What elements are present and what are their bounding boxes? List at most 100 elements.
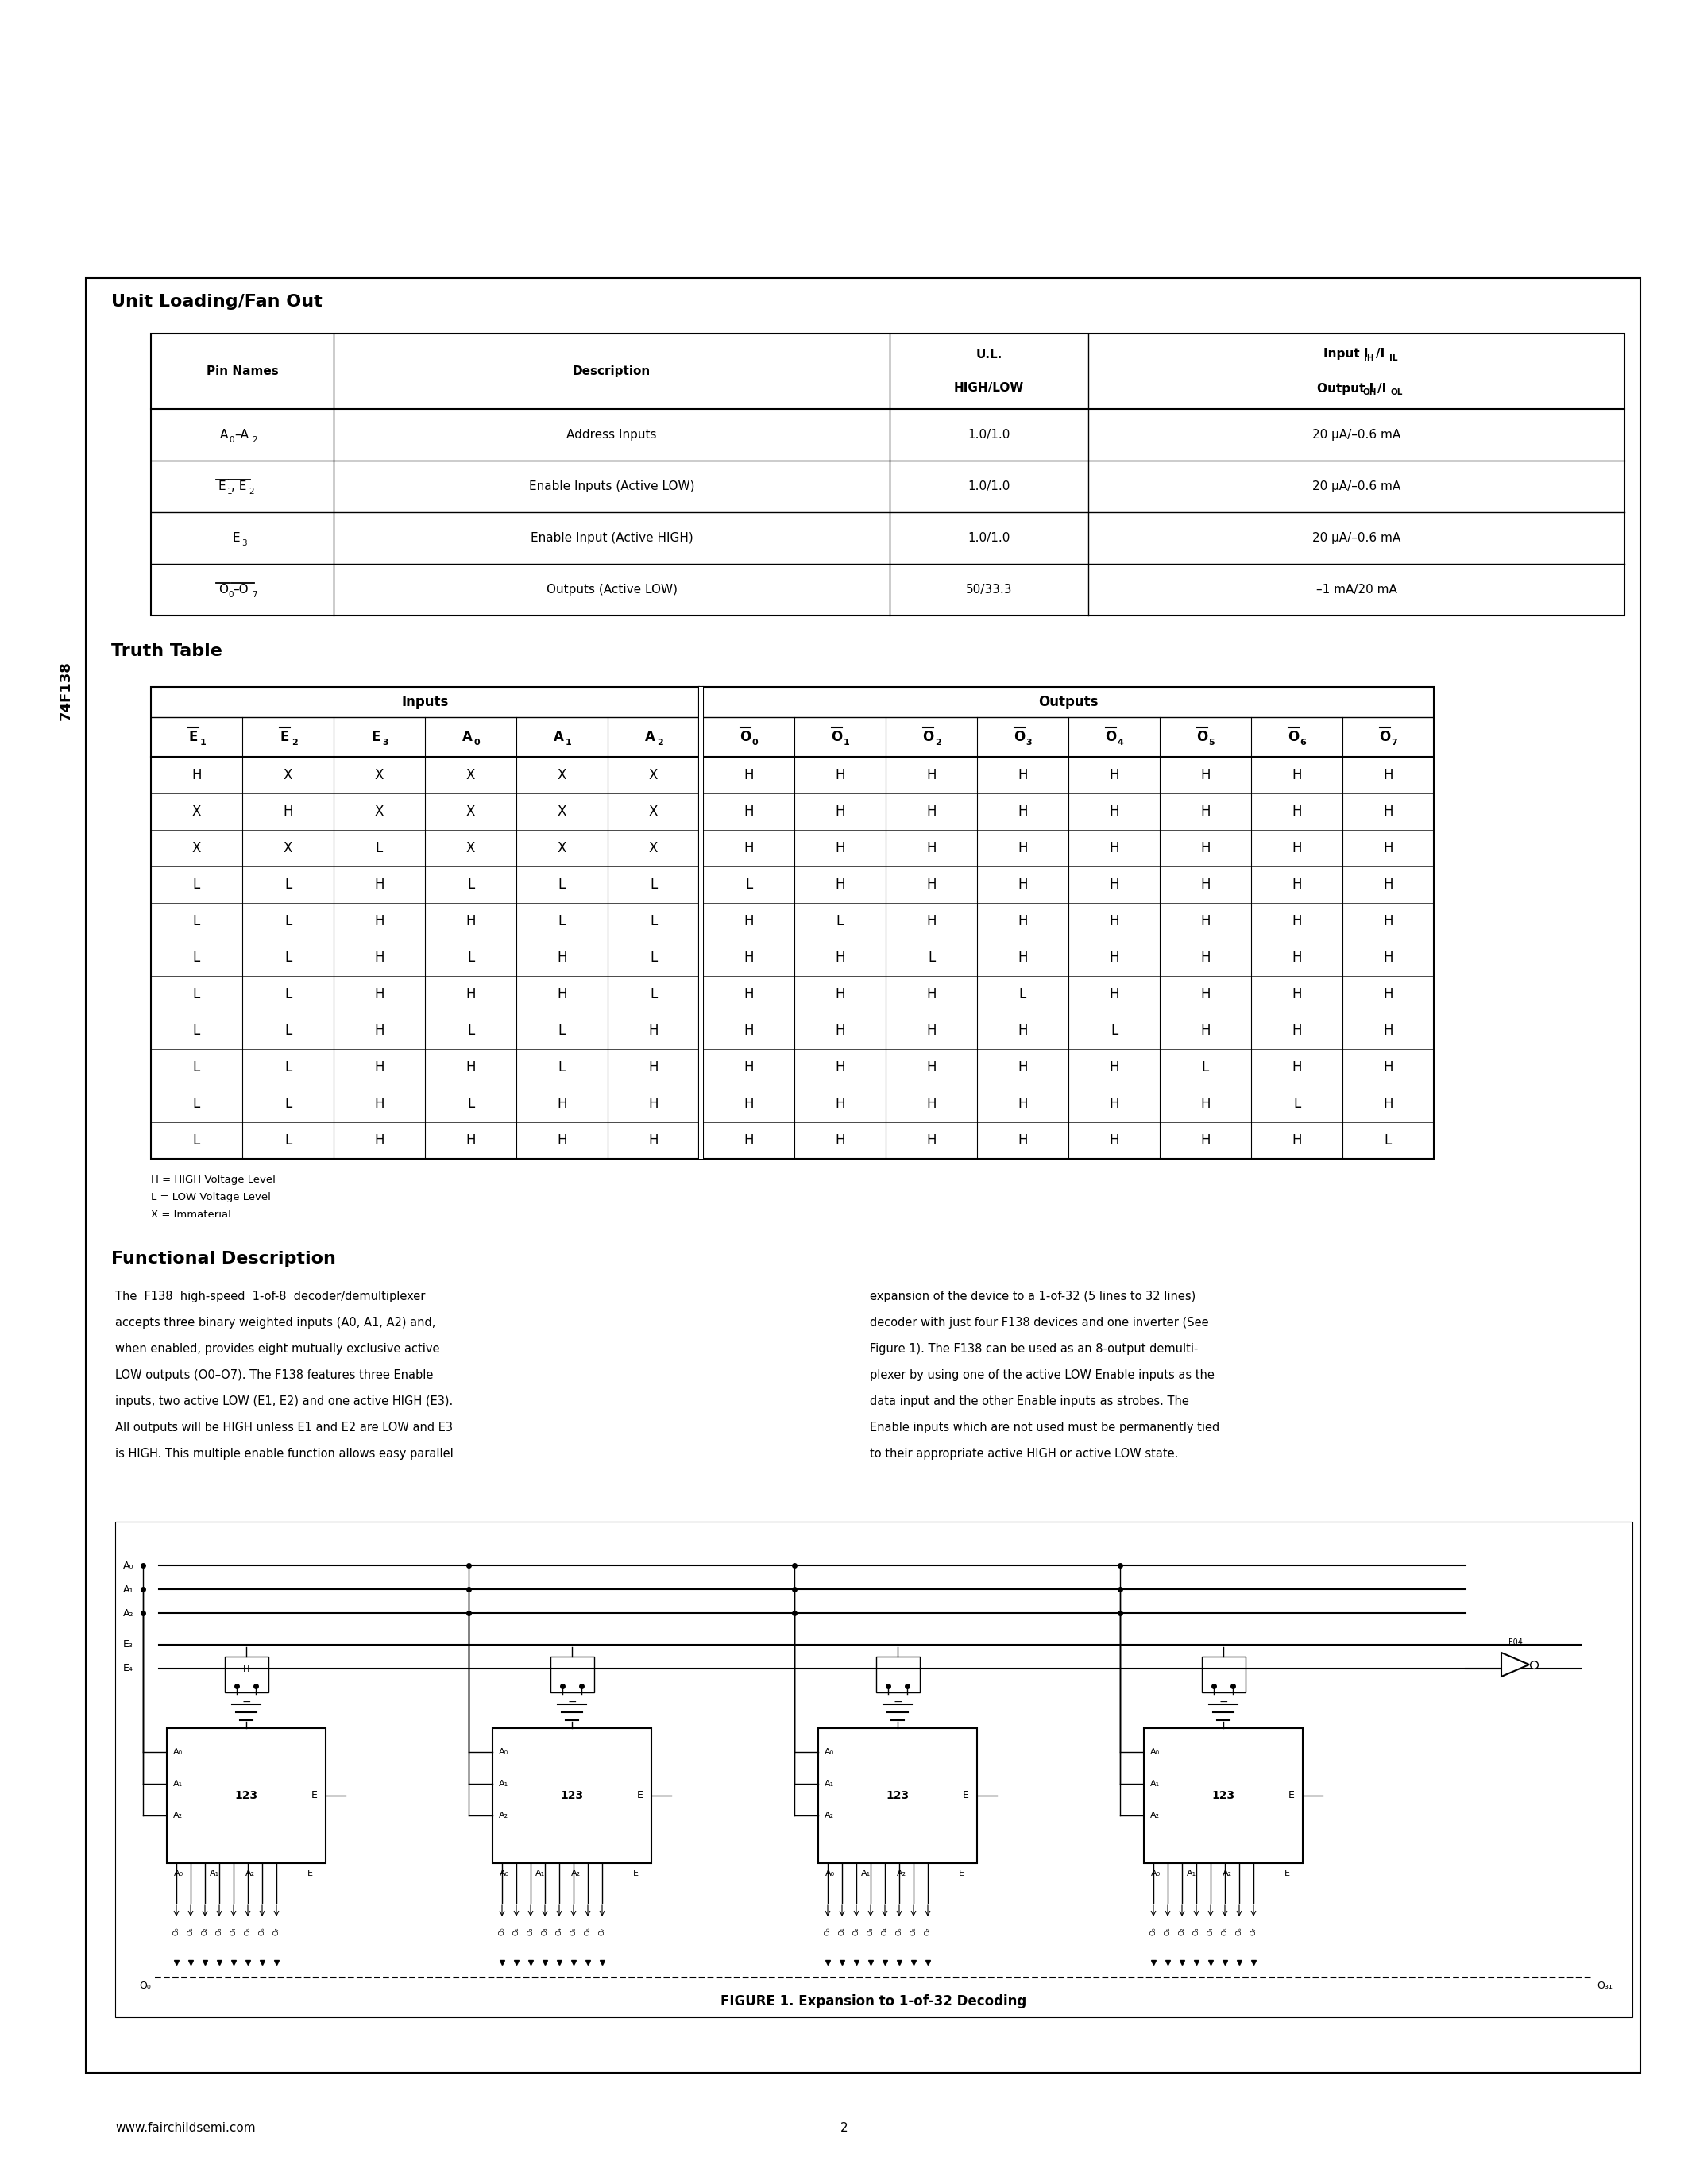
Text: H: H — [375, 1133, 385, 1147]
Text: H: H — [1200, 1024, 1210, 1037]
Text: E: E — [1288, 1791, 1295, 1802]
Text: L: L — [284, 1096, 292, 1112]
Text: 1.0/1.0: 1.0/1.0 — [967, 533, 1009, 544]
Text: A₁: A₁ — [209, 1870, 219, 1878]
Text: X: X — [648, 804, 658, 819]
Text: A: A — [463, 729, 473, 745]
Text: H: H — [1018, 1059, 1028, 1075]
Text: =: = — [241, 1699, 252, 1710]
Text: E: E — [218, 480, 226, 491]
Text: E: E — [280, 729, 289, 745]
Text: A₀: A₀ — [824, 1747, 834, 1756]
Text: H: H — [1382, 804, 1393, 819]
Text: O₁: O₁ — [513, 1926, 520, 1935]
Text: L: L — [559, 878, 565, 891]
Text: L: L — [192, 915, 201, 928]
Text: L: L — [650, 950, 657, 965]
Text: H: H — [1109, 841, 1119, 856]
Text: H: H — [744, 841, 753, 856]
Text: H: H — [375, 915, 385, 928]
Text: OL: OL — [1391, 389, 1403, 397]
Text: H: H — [192, 769, 201, 782]
Text: H: H — [927, 1133, 937, 1147]
Bar — [1202, 1658, 1246, 1693]
Text: OH: OH — [1362, 389, 1377, 397]
Text: E: E — [189, 729, 197, 745]
Text: H: H — [1109, 950, 1119, 965]
Text: H: H — [836, 769, 846, 782]
Polygon shape — [1501, 1653, 1529, 1677]
Text: 4: 4 — [1117, 738, 1124, 747]
Text: H: H — [744, 804, 753, 819]
Text: H: H — [1018, 804, 1028, 819]
Text: O₁: O₁ — [187, 1926, 194, 1935]
Text: Truth Table: Truth Table — [111, 644, 223, 660]
Text: X: X — [375, 769, 383, 782]
Text: 7: 7 — [1391, 738, 1398, 747]
Text: O₂: O₂ — [1178, 1926, 1185, 1935]
Text: X: X — [557, 769, 567, 782]
Text: to their appropriate active HIGH or active LOW state.: to their appropriate active HIGH or acti… — [869, 1448, 1178, 1459]
Text: L: L — [192, 950, 201, 965]
Text: Address Inputs: Address Inputs — [567, 428, 657, 441]
Text: O₄: O₄ — [230, 1926, 236, 1935]
Text: A₁: A₁ — [174, 1780, 182, 1789]
Text: 1.0/1.0: 1.0/1.0 — [967, 428, 1009, 441]
Text: A₂: A₂ — [174, 1811, 182, 1819]
Text: L: L — [928, 950, 935, 965]
Bar — [493, 1728, 652, 1863]
Text: H: H — [1018, 841, 1028, 856]
Text: H: H — [836, 1096, 846, 1112]
Text: L: L — [1293, 1096, 1300, 1112]
Text: H: H — [1200, 1096, 1210, 1112]
Text: H: H — [375, 1024, 385, 1037]
Text: O₀: O₀ — [172, 1926, 181, 1935]
Text: H: H — [1291, 841, 1301, 856]
Text: E: E — [962, 1791, 969, 1802]
Text: H: H — [375, 987, 385, 1002]
Text: L: L — [559, 1024, 565, 1037]
Text: L: L — [1202, 1059, 1209, 1075]
Text: A₁: A₁ — [1150, 1780, 1160, 1789]
Text: 123: 123 — [560, 1791, 584, 1802]
Text: H: H — [375, 1059, 385, 1075]
Text: H: H — [1200, 915, 1210, 928]
Text: 2: 2 — [841, 2123, 847, 2134]
Text: E: E — [371, 729, 381, 745]
Text: H: H — [284, 804, 294, 819]
Text: U.L.: U.L. — [976, 349, 1003, 360]
Text: X: X — [466, 769, 476, 782]
Text: L: L — [1020, 987, 1026, 1002]
Text: O: O — [1014, 729, 1025, 745]
Text: H: H — [1291, 804, 1301, 819]
Text: A: A — [645, 729, 655, 745]
Text: E: E — [312, 1791, 317, 1802]
Text: X: X — [192, 841, 201, 856]
Text: O₄: O₄ — [1207, 1926, 1214, 1935]
Text: O: O — [1288, 729, 1300, 745]
Text: 1: 1 — [199, 738, 206, 747]
Text: E: E — [307, 1870, 312, 1878]
Text: –O: –O — [233, 583, 248, 596]
Text: H: H — [1382, 769, 1393, 782]
Text: O₆: O₆ — [910, 1926, 917, 1935]
Text: A₀: A₀ — [500, 1747, 508, 1756]
Text: L: L — [284, 1059, 292, 1075]
Text: O₅: O₅ — [896, 1926, 903, 1935]
Bar — [115, 1522, 1632, 2018]
Text: 3: 3 — [383, 738, 388, 747]
Text: H: H — [836, 878, 846, 891]
Text: –1 mA/20 mA: –1 mA/20 mA — [1317, 583, 1398, 596]
Text: H: H — [557, 987, 567, 1002]
Text: A: A — [554, 729, 564, 745]
Text: IH: IH — [1364, 354, 1374, 363]
Text: X: X — [375, 804, 383, 819]
Text: X: X — [192, 804, 201, 819]
Text: A₀: A₀ — [174, 1870, 184, 1878]
Text: H: H — [744, 915, 753, 928]
Text: O₅: O₅ — [571, 1926, 577, 1935]
Text: L: L — [284, 915, 292, 928]
Bar — [699, 688, 702, 1160]
Text: H: H — [836, 1024, 846, 1037]
Text: H: H — [1291, 1133, 1301, 1147]
